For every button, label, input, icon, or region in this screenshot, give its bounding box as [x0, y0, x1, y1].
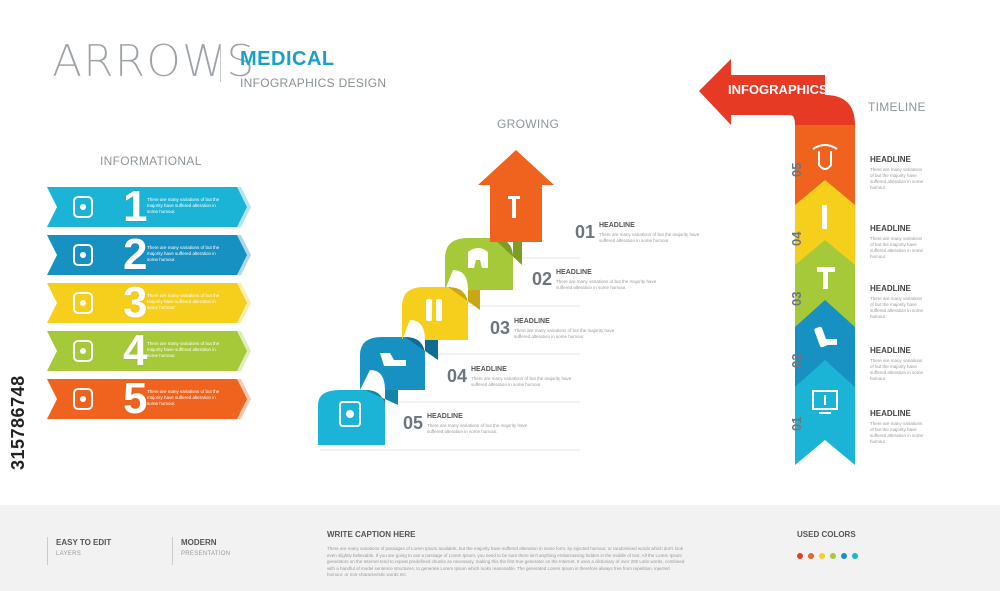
- timeline-text: There are many variations of but the maj…: [870, 167, 923, 190]
- growing-step-text: There are many variations of but the maj…: [514, 328, 615, 339]
- color-swatch-green: [830, 553, 836, 559]
- bottle-icon: [69, 289, 97, 317]
- informational-text: There are many variations of but the maj…: [147, 245, 220, 262]
- timeline-text: There are many variations of but the maj…: [870, 296, 923, 319]
- topic-subtitle: INFOGRAPHICS DESIGN: [240, 76, 387, 90]
- timeline-headline: HEADLINE: [870, 284, 911, 293]
- timeline-number: 03: [789, 291, 804, 306]
- timeline-segment-02: [795, 300, 855, 395]
- inhaler-icon: [814, 326, 837, 348]
- growing-step-text: There are many variations of but the maj…: [471, 376, 572, 387]
- timeline-headline: HEADLINE: [870, 224, 911, 233]
- growing-step-text: There are many variations of but the maj…: [556, 279, 657, 290]
- timeline-number: 02: [789, 353, 804, 368]
- timeline-text: There are many variations of but the maj…: [870, 421, 923, 444]
- growing-step-number: 02: [532, 269, 553, 289]
- gum-tooth-icon: [468, 248, 488, 268]
- stair-step-3: [402, 287, 468, 340]
- easy-to-edit-sub: LAYERS: [56, 551, 82, 557]
- modern-title: MODERN: [181, 538, 217, 547]
- tool-icon: [817, 267, 835, 289]
- knee-icon: [339, 401, 361, 427]
- tooth-icon: [69, 337, 97, 365]
- informational-row: 4 There are many variations of but the ma…: [47, 327, 251, 375]
- topic-title: MEDICAL: [240, 48, 335, 70]
- growing-step-number: 04: [447, 366, 468, 386]
- modern-sub: PRESENTATION: [181, 551, 231, 557]
- informational-number: 2: [123, 230, 148, 279]
- growing-step-number: 01: [575, 222, 596, 242]
- timeline-text: There are many variations of but the maj…: [870, 236, 923, 259]
- easy-to-edit-title: EASY TO EDIT: [56, 538, 112, 547]
- infographics-banner-label: INFOGRAPHICS: [728, 82, 828, 97]
- timeline-title: TIMELINE: [868, 100, 926, 114]
- color-swatch-orange: [808, 553, 814, 559]
- informational-text: There are many variations of but the maj…: [147, 389, 220, 406]
- gauge-icon: [69, 241, 97, 269]
- informational-row: 5 There are many variations of but the ma…: [47, 375, 251, 423]
- caption-title: WRITE CAPTION HERE: [327, 530, 416, 539]
- growing-step-text: There are many variations of but the maj…: [599, 232, 700, 243]
- timeline-headline: HEADLINE: [870, 346, 911, 355]
- color-swatch-cyan: [852, 553, 858, 559]
- syringe-icon: [822, 205, 827, 229]
- informational-number: 3: [123, 278, 148, 327]
- informational-number: 1: [123, 182, 148, 231]
- growing-step-headline: HEADLINE: [427, 413, 463, 420]
- informational-row: 2 There are many variations of but the ma…: [47, 231, 251, 279]
- timeline-headline: HEADLINE: [870, 409, 911, 418]
- used-colors-swatches: [797, 546, 863, 564]
- side-id-text: 315786748: [8, 375, 28, 470]
- timeline-number: 04: [789, 231, 804, 246]
- caption-text: There are many variations of passages of…: [327, 546, 685, 577]
- timeline-number: 05: [789, 162, 804, 177]
- growing-step-text: There are many variations of but the maj…: [427, 423, 528, 434]
- informational-number: 4: [123, 326, 148, 375]
- brand-title: ARROWS: [52, 36, 256, 87]
- timeline-text: There are many variations of but the maj…: [870, 358, 923, 381]
- color-swatch-yellow: [819, 553, 825, 559]
- footer-divider-2: [172, 537, 173, 565]
- footer-divider-1: [47, 537, 48, 565]
- informational-row: 1 There are many variations of but the ma…: [47, 183, 251, 231]
- growing-step-number: 05: [403, 413, 424, 433]
- footer-bar: [0, 505, 1000, 591]
- xray-monitor-icon: [812, 390, 838, 414]
- informational-text: There are many variations of but the maj…: [147, 197, 220, 214]
- informational-title: INFORMATIONAL: [100, 154, 202, 168]
- growing-step-headline: HEADLINE: [599, 222, 635, 229]
- legs-icon: [426, 299, 442, 321]
- infographics-banner-arrow: [699, 59, 825, 125]
- timeline-number: 01: [789, 416, 804, 431]
- informational-text: There are many variations of but the maj…: [147, 293, 220, 310]
- syringe-icon: [508, 196, 520, 218]
- growing-step-number: 03: [490, 318, 511, 338]
- pancreas-icon: [69, 385, 97, 413]
- growing-title: GROWING: [497, 117, 560, 131]
- growing-step-headline: HEADLINE: [556, 269, 592, 276]
- growing-step-headline: HEADLINE: [514, 318, 550, 325]
- stair-step-2: [445, 238, 513, 290]
- uterus-icon: [812, 144, 838, 170]
- torso-icon: [69, 193, 97, 221]
- timeline-headline: HEADLINE: [870, 155, 911, 164]
- header-divider: [220, 44, 221, 82]
- color-swatch-blue: [841, 553, 847, 559]
- color-swatch-red: [797, 553, 803, 559]
- informational-number: 5: [123, 374, 148, 423]
- timeline-graphic: [699, 59, 855, 465]
- used-colors-title: USED COLORS: [797, 530, 856, 539]
- arm-icon: [380, 353, 406, 366]
- informational-row: 3 There are many variations of but the ma…: [47, 279, 251, 327]
- growing-step-headline: HEADLINE: [471, 366, 507, 373]
- informational-text: There are many variations of but the maj…: [147, 341, 220, 358]
- growing-stairs-graphic: [318, 150, 580, 451]
